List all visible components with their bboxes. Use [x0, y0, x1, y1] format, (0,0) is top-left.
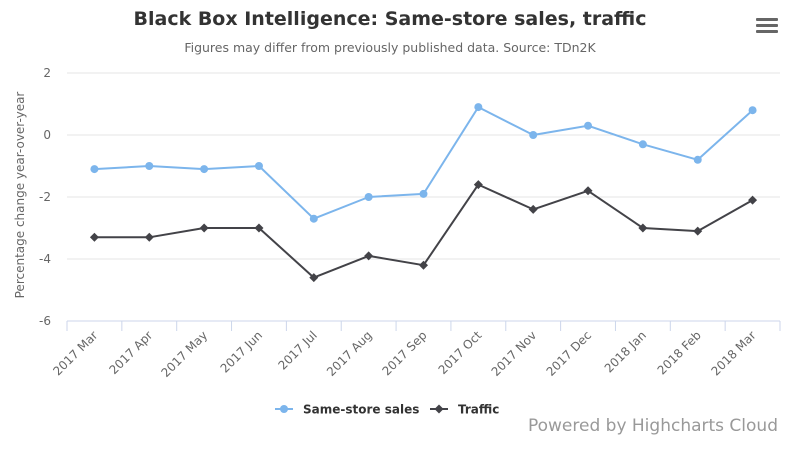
data-point — [583, 186, 593, 196]
credits-link[interactable]: Powered by Highcharts Cloud — [527, 416, 778, 436]
series-line — [94, 106, 754, 220]
series-group — [89, 103, 758, 283]
x-tick-label: 2017 Jul — [275, 328, 319, 372]
data-point — [529, 131, 538, 139]
data-point — [199, 223, 209, 233]
data-point — [474, 103, 483, 112]
x-tick-label: 2017 Mar — [50, 328, 100, 378]
menu-bar — [756, 30, 778, 33]
data-point — [200, 165, 209, 174]
legend-marker — [434, 404, 444, 414]
x-tick-label: 2017 Dec — [544, 328, 595, 379]
x-tick-label: 2017 Oct — [436, 328, 485, 377]
legend-label: Traffic — [458, 403, 499, 417]
chart-title: Black Box Intelligence: Same-store sales… — [133, 8, 647, 30]
data-point — [693, 226, 703, 236]
x-tick-label: 2018 Jan — [602, 328, 649, 375]
data-point — [419, 189, 428, 198]
x-tick-label: 2018 Mar — [708, 328, 758, 378]
x-axis: 2017 Mar 2017 Apr 2017 May 2017 Jun 2017 Jul… — [50, 320, 781, 380]
data-point — [90, 165, 99, 174]
menu-bar — [756, 18, 778, 21]
menu-bar — [756, 24, 778, 27]
y-axis: -6 -4 -2 0 2 — [39, 66, 51, 328]
x-tick-label: 2017 Jun — [218, 328, 265, 375]
data-point — [89, 232, 99, 242]
data-point — [364, 193, 373, 201]
data-point — [309, 273, 319, 283]
data-point — [364, 251, 374, 261]
y-axis-label: Percentage change year-over-year — [13, 92, 27, 299]
legend-item[interactable]: Traffic — [430, 403, 499, 417]
legend[interactable]: Same-store sales Traffic — [275, 403, 499, 417]
data-point — [748, 195, 758, 205]
data-point — [638, 140, 647, 149]
data-point — [528, 204, 538, 214]
x-tick-label: 2018 Feb — [655, 328, 704, 377]
data-point — [254, 162, 263, 170]
y-tick-label: 2 — [43, 66, 51, 80]
data-point — [254, 223, 264, 233]
x-tick-label: 2017 Sep — [379, 328, 429, 378]
legend-label: Same-store sales — [303, 403, 419, 417]
x-tick-label: 2017 May — [158, 328, 210, 380]
x-tick-label: 2017 Aug — [324, 328, 375, 379]
data-point — [144, 232, 154, 242]
data-point — [419, 260, 428, 270]
series-1 — [89, 180, 758, 283]
y-tick-label: 0 — [43, 128, 51, 142]
data-point — [748, 106, 757, 115]
data-point — [145, 162, 154, 170]
data-point — [473, 180, 483, 190]
x-tick-label: 2017 Apr — [107, 328, 156, 377]
data-point — [309, 214, 318, 223]
y-tick-label: -4 — [39, 252, 51, 266]
data-point — [638, 223, 648, 233]
x-tick-label: 2017 Nov — [489, 328, 540, 379]
y-tick-label: -2 — [39, 190, 51, 204]
legend-item[interactable]: Same-store sales — [275, 403, 419, 417]
chart-subtitle: Figures may differ from previously publi… — [184, 40, 596, 55]
data-point — [693, 155, 702, 164]
data-point — [584, 121, 593, 130]
legend-marker — [280, 405, 288, 413]
y-tick-label: -6 — [39, 314, 51, 328]
series-0 — [90, 103, 757, 223]
hamburger-menu-icon[interactable] — [756, 16, 778, 36]
